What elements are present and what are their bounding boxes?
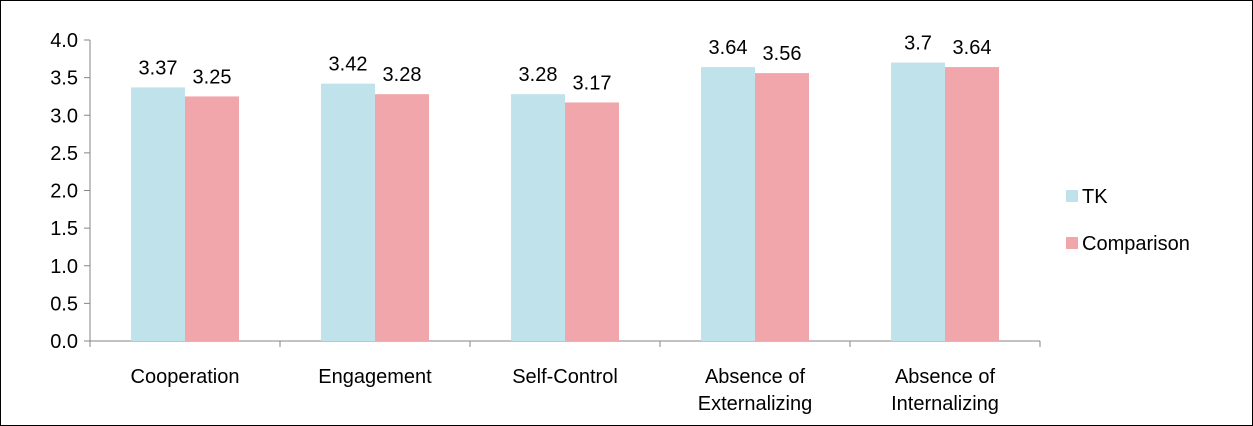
x-tick-label: Engagement [318, 366, 432, 388]
data-label: 3.28 [383, 64, 422, 86]
legend-label-tk: TK [1082, 186, 1108, 208]
data-label: 3.7 [904, 33, 932, 55]
data-label: 3.28 [519, 64, 558, 86]
x-tick-label: Externalizing [698, 393, 813, 415]
bar-tk [891, 62, 945, 341]
legend-swatch-tk [1066, 190, 1078, 202]
bar-tk [701, 67, 755, 341]
bar-comparison [945, 67, 999, 341]
y-axis: 0.0 0.5 1.0 1.5 2.0 2.5 3.0 3.5 4.0 [50, 30, 91, 353]
bar-comparison [375, 94, 429, 342]
data-label: 3.37 [139, 57, 178, 79]
legend-label-comparison: Comparison [1082, 233, 1190, 255]
data-label: 3.42 [329, 54, 368, 76]
data-label: 3.56 [763, 43, 802, 65]
x-tick-label: Cooperation [131, 366, 240, 388]
data-label: 3.17 [573, 72, 612, 94]
bars [131, 62, 999, 342]
x-tick-label: Absence of [895, 366, 996, 388]
data-labels: 3.37 3.42 3.28 3.64 3.7 3.25 3.28 3.17 3.56 3.64 [139, 33, 992, 95]
y-tick-label: 2.5 [50, 143, 78, 165]
x-tick-label: Absence of [705, 366, 806, 388]
y-tick-label: 1.0 [50, 256, 78, 278]
bar-tk [131, 87, 185, 341]
bar-comparison [755, 73, 809, 342]
bar-comparison [565, 102, 619, 342]
y-tick-label: 1.5 [50, 218, 78, 240]
bar-tk [321, 83, 375, 342]
y-tick-label: 4.0 [50, 30, 78, 52]
bar-comparison [185, 96, 239, 341]
legend: TK Comparison [1066, 186, 1190, 255]
data-label: 3.25 [193, 66, 232, 88]
data-label: 3.64 [953, 37, 992, 59]
y-tick-label: 2.0 [50, 181, 78, 203]
data-label: 3.64 [709, 37, 748, 59]
x-axis: Cooperation Engagement Self-Control Absence… [89, 340, 1041, 415]
y-tick-label: 3.0 [50, 105, 78, 127]
y-tick-label: 0.0 [50, 331, 78, 353]
y-tick-label: 0.5 [50, 293, 78, 315]
x-tick-label: Internalizing [891, 393, 999, 415]
y-tick-label: 3.5 [50, 68, 78, 90]
legend-swatch-comparison [1066, 237, 1078, 249]
x-tick-label: Self-Control [512, 366, 618, 388]
bar-tk [511, 94, 565, 342]
